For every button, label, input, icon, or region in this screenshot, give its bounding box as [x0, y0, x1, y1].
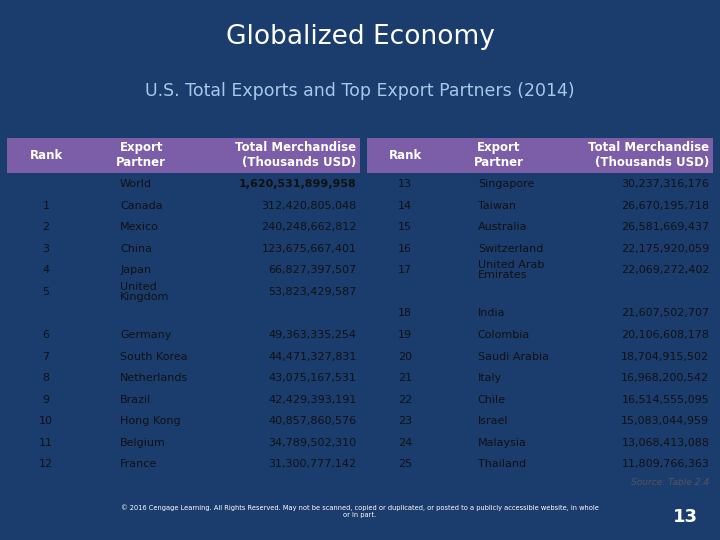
Text: 22,069,272,402: 22,069,272,402	[621, 265, 709, 275]
Text: 15: 15	[398, 222, 413, 232]
Text: Japan: Japan	[120, 265, 151, 275]
Text: 21: 21	[398, 373, 413, 383]
Text: U.S. Total Exports and Top Export Partners (2014): U.S. Total Exports and Top Export Partne…	[145, 82, 575, 99]
Text: Canada: Canada	[120, 200, 163, 211]
Text: Malaysia: Malaysia	[478, 438, 526, 448]
Text: 18,704,915,502: 18,704,915,502	[621, 352, 709, 362]
Text: Singapore: Singapore	[478, 179, 534, 189]
Text: 11: 11	[39, 438, 53, 448]
Text: 22: 22	[398, 395, 413, 404]
Text: 26,581,669,437: 26,581,669,437	[621, 222, 709, 232]
Text: 30,237,316,176: 30,237,316,176	[621, 179, 709, 189]
Text: 21,607,502,707: 21,607,502,707	[621, 308, 709, 319]
Text: 31,300,777,142: 31,300,777,142	[269, 460, 356, 469]
Text: Mexico: Mexico	[120, 222, 159, 232]
Text: 240,248,662,812: 240,248,662,812	[261, 222, 356, 232]
Text: 22,175,920,059: 22,175,920,059	[621, 244, 709, 254]
Text: 40,857,860,576: 40,857,860,576	[269, 416, 356, 426]
Text: Italy: Italy	[478, 373, 502, 383]
Text: © 2016 Cengage Learning. All Rights Reserved. May not be scanned, copied or dupl: © 2016 Cengage Learning. All Rights Rese…	[121, 505, 599, 518]
Text: 10: 10	[39, 416, 53, 426]
Text: 20,106,608,178: 20,106,608,178	[621, 330, 709, 340]
Text: United Arab: United Arab	[478, 260, 544, 271]
Text: 43,075,167,531: 43,075,167,531	[269, 373, 356, 383]
Text: United: United	[120, 282, 157, 292]
Text: Germany: Germany	[120, 330, 171, 340]
Text: Belgium: Belgium	[120, 438, 166, 448]
Text: Colombia: Colombia	[478, 330, 530, 340]
Text: Rank: Rank	[30, 149, 63, 162]
Text: Netherlands: Netherlands	[120, 373, 189, 383]
Text: 34,789,502,310: 34,789,502,310	[269, 438, 356, 448]
Text: Israel: Israel	[478, 416, 508, 426]
Text: 1: 1	[42, 200, 50, 211]
Text: 16,514,555,095: 16,514,555,095	[621, 395, 709, 404]
Text: 4: 4	[42, 265, 50, 275]
Text: Total Merchandise
(Thousands USD): Total Merchandise (Thousands USD)	[588, 141, 709, 170]
Text: France: France	[120, 460, 158, 469]
Text: Australia: Australia	[478, 222, 527, 232]
Text: 13,068,413,088: 13,068,413,088	[621, 438, 709, 448]
Text: World: World	[120, 179, 152, 189]
Text: 2: 2	[42, 222, 50, 232]
Text: 17: 17	[398, 265, 413, 275]
Text: Switzerland: Switzerland	[478, 244, 543, 254]
Text: 23: 23	[398, 416, 413, 426]
Text: Total Merchandise
(Thousands USD): Total Merchandise (Thousands USD)	[235, 141, 356, 170]
Text: Emirates: Emirates	[478, 270, 527, 280]
Text: Source: Table 2.4: Source: Table 2.4	[631, 478, 709, 487]
Text: Hong Kong: Hong Kong	[120, 416, 181, 426]
Text: 15,083,044,959: 15,083,044,959	[621, 416, 709, 426]
Text: South Korea: South Korea	[120, 352, 188, 362]
Text: 5: 5	[42, 287, 50, 297]
Text: 6: 6	[42, 330, 50, 340]
Text: Saudi Arabia: Saudi Arabia	[478, 352, 549, 362]
Text: 42,429,393,191: 42,429,393,191	[268, 395, 356, 404]
Text: Taiwan: Taiwan	[478, 200, 516, 211]
Text: 3: 3	[42, 244, 50, 254]
Bar	[367, 138, 713, 173]
Bar	[7, 138, 360, 173]
Text: Export
Partner: Export Partner	[474, 141, 523, 170]
Text: 312,420,805,048: 312,420,805,048	[261, 200, 356, 211]
Text: 7: 7	[42, 352, 50, 362]
Text: 16: 16	[398, 244, 413, 254]
Text: 18: 18	[398, 308, 413, 319]
Text: 13: 13	[398, 179, 413, 189]
Text: Globalized Economy: Globalized Economy	[225, 24, 495, 50]
Text: 49,363,335,254: 49,363,335,254	[269, 330, 356, 340]
Text: 66,827,397,507: 66,827,397,507	[269, 265, 356, 275]
Text: Kingdom: Kingdom	[120, 292, 169, 301]
Text: 20: 20	[398, 352, 413, 362]
Text: 53,823,429,587: 53,823,429,587	[268, 287, 356, 297]
Text: Thailand: Thailand	[478, 460, 526, 469]
Text: 25: 25	[398, 460, 413, 469]
Text: India: India	[478, 308, 505, 319]
Text: 26,670,195,718: 26,670,195,718	[621, 200, 709, 211]
Text: 12: 12	[39, 460, 53, 469]
Text: 16,968,200,542: 16,968,200,542	[621, 373, 709, 383]
Text: Export
Partner: Export Partner	[116, 141, 166, 170]
Text: 11,809,766,363: 11,809,766,363	[621, 460, 709, 469]
Text: 24: 24	[398, 438, 413, 448]
Text: 13: 13	[673, 508, 698, 526]
Text: Rank: Rank	[389, 149, 422, 162]
Text: 8: 8	[42, 373, 50, 383]
Text: 14: 14	[398, 200, 413, 211]
Text: Chile: Chile	[478, 395, 505, 404]
Text: China: China	[120, 244, 152, 254]
Text: 9: 9	[42, 395, 50, 404]
Text: 123,675,667,401: 123,675,667,401	[261, 244, 356, 254]
Text: 19: 19	[398, 330, 413, 340]
Text: 44,471,327,831: 44,471,327,831	[268, 352, 356, 362]
Text: 1,620,531,899,958: 1,620,531,899,958	[239, 179, 356, 189]
Text: Brazil: Brazil	[120, 395, 151, 404]
